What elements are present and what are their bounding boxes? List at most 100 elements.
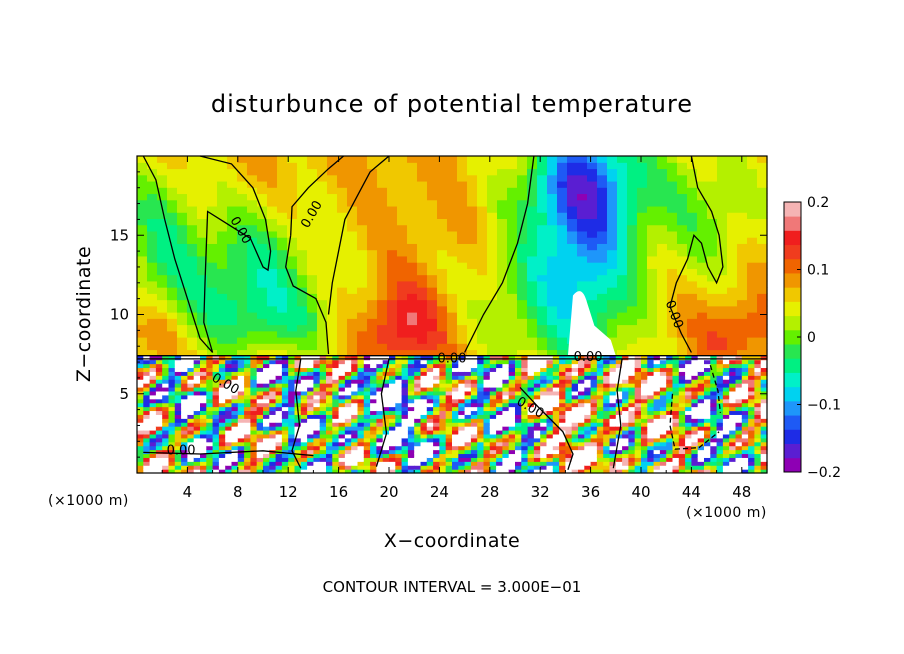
field-cell [313, 418, 321, 423]
field-cell [155, 398, 163, 404]
field-cell [225, 394, 233, 400]
field-cell [521, 418, 529, 423]
field-cell [294, 390, 302, 396]
field-cell [347, 174, 358, 182]
field-cell [417, 224, 428, 232]
field-cell [617, 174, 628, 182]
field-cell [269, 402, 277, 408]
field-cell [407, 402, 415, 408]
field-cell [578, 394, 585, 400]
field-cell [307, 410, 314, 415]
field-cell [487, 336, 498, 344]
field-cell [685, 355, 692, 361]
field-cell [267, 268, 278, 276]
field-cell [729, 386, 737, 392]
field-cell [157, 187, 168, 195]
field-cell [227, 336, 238, 344]
field-cell [231, 386, 239, 392]
field-cell [546, 394, 554, 400]
field-cell [212, 367, 220, 372]
field-cell [294, 457, 302, 462]
field-cell [547, 255, 558, 263]
field-cell [155, 390, 163, 396]
field-cell [470, 429, 478, 435]
field-cell [757, 262, 768, 269]
field-cell [515, 414, 522, 419]
field-cell [707, 230, 718, 238]
field-cell [389, 441, 396, 447]
field-cell [487, 299, 498, 307]
field-cell [327, 237, 338, 244]
field-cell [710, 429, 718, 435]
field-cell [445, 441, 453, 447]
field-cell [667, 180, 678, 188]
field-cell [496, 422, 503, 427]
field-cell [697, 406, 705, 412]
field-cell [397, 174, 408, 182]
field-cell [533, 386, 541, 392]
field-cell [382, 457, 390, 462]
field-cell [607, 262, 618, 269]
field-cell [517, 280, 528, 288]
field-cell [218, 453, 226, 458]
field-cell [433, 422, 440, 427]
field-cell [487, 243, 498, 251]
field-cell [149, 422, 157, 427]
field-cell [257, 343, 268, 351]
field-cell [231, 410, 239, 415]
field-cell [537, 212, 548, 220]
field-cell [288, 422, 296, 427]
field-cell [489, 469, 497, 474]
field-cell [417, 343, 428, 351]
field-cell [267, 193, 278, 201]
field-cell [722, 445, 730, 451]
field-cell [607, 162, 618, 170]
field-cell [445, 390, 453, 396]
field-cell [507, 230, 518, 238]
field-cell [672, 429, 680, 435]
field-cell [741, 371, 749, 376]
field-cell [344, 429, 352, 435]
field-cell [382, 461, 390, 466]
field-cell [263, 406, 270, 412]
field-cell [218, 390, 226, 396]
field-cell [727, 287, 738, 294]
field-cell [207, 262, 218, 269]
field-cell [571, 441, 579, 447]
field-cell [533, 363, 541, 369]
field-cell [754, 433, 762, 439]
field-cell [622, 461, 629, 466]
field-cell [737, 193, 748, 201]
field-cell [177, 237, 188, 244]
field-cell [557, 336, 568, 344]
field-cell [457, 224, 468, 232]
field-cell [617, 218, 628, 226]
field-cell [634, 410, 642, 415]
field-cell [578, 426, 585, 431]
field-cell [263, 441, 270, 447]
field-cell [628, 469, 636, 474]
field-cell [313, 386, 321, 392]
field-cell [414, 437, 422, 443]
field-cell [552, 359, 560, 365]
field-cell [193, 375, 201, 380]
field-cell [637, 305, 648, 313]
field-cell [565, 363, 573, 369]
field-cell [729, 433, 737, 439]
field-cell [517, 255, 528, 263]
field-cell [193, 422, 201, 427]
field-cell [627, 187, 638, 195]
field-cell [590, 437, 598, 443]
field-cell [327, 199, 338, 207]
field-cell [507, 299, 518, 307]
field-cell [427, 330, 438, 338]
field-cell [647, 453, 655, 458]
field-cell [227, 262, 238, 269]
field-cell [517, 330, 528, 338]
field-cell [507, 268, 518, 276]
field-cell [687, 243, 698, 251]
field-cell [288, 457, 296, 462]
field-cell [607, 324, 618, 332]
field-cell [496, 363, 503, 369]
field-cell [470, 437, 478, 443]
